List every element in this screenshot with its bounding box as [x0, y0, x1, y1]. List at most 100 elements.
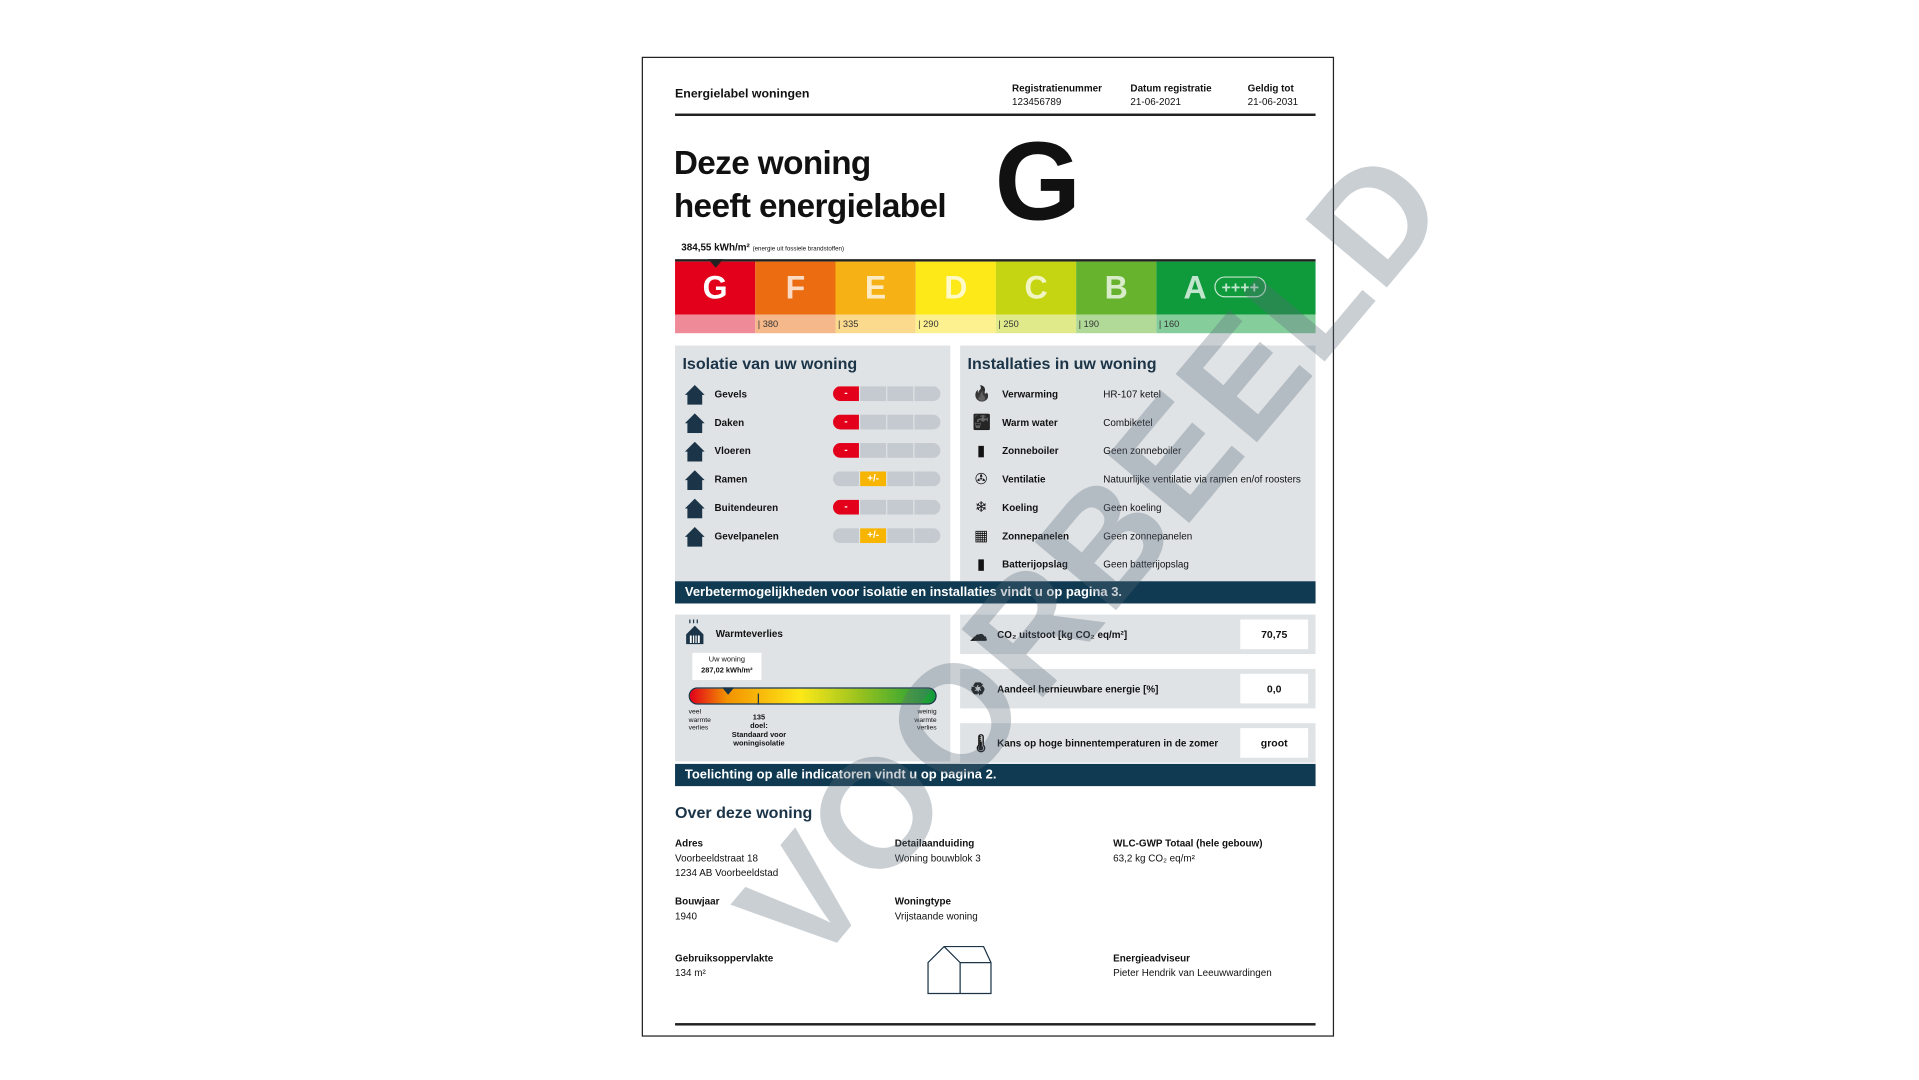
oppervlakte-value: 134 m² — [675, 967, 706, 979]
score-segment — [887, 386, 914, 402]
installatie-value: Geen koeling — [1103, 501, 1162, 513]
installaties-title: Installaties in uw woning — [967, 354, 1157, 373]
wlc-label: WLC-GWP Totaal (hele gebouw) — [1113, 837, 1263, 850]
energy-class-G: G — [675, 261, 756, 315]
warmteverlies-title: Warmteverlies — [715, 628, 783, 640]
score-segment — [860, 386, 887, 402]
header-rule — [675, 113, 1316, 117]
scale-left-label: veel warmte verlies — [688, 708, 711, 732]
isolatie-title: Isolatie van uw woning — [682, 354, 858, 373]
isolatie-label: Daken — [714, 416, 745, 428]
title-line-2: heeft energielabel — [673, 187, 947, 225]
indicator-value: 0,0 — [1240, 673, 1309, 704]
thermometer-warning-icon: 🌡 — [970, 732, 992, 753]
renewable-icon: ♻ — [970, 678, 986, 698]
current-class-marker — [708, 259, 724, 268]
indicator-label: Kans op hoge binnentemperaturen in de zo… — [997, 737, 1219, 749]
adviseur-label: Energieadviseur — [1113, 952, 1190, 964]
score-segment — [914, 443, 941, 458]
indicator-box: 🌡 Kans op hoge binnentemperaturen in de z… — [960, 723, 1316, 763]
isolatie-label: Gevels — [714, 388, 747, 400]
score-segment — [887, 499, 914, 515]
house-icon — [684, 470, 705, 490]
house-icon — [684, 498, 705, 519]
installatie-value: Geen zonnepanelen — [1103, 530, 1193, 542]
isolatie-row: Daken - — [684, 413, 950, 434]
tap-icon: 🚰 — [972, 413, 991, 431]
over-title: Over deze woning — [675, 803, 813, 822]
fan-icon: ✇ — [974, 470, 988, 488]
indicator-value: groot — [1240, 728, 1309, 758]
class-threshold: | 160 — [1156, 314, 1316, 334]
heat-loss-gradient-bar — [688, 687, 937, 705]
score-segment — [860, 443, 887, 458]
class-letter: D — [944, 269, 968, 307]
class-letter: F — [785, 269, 806, 307]
house-icon — [684, 413, 705, 434]
installatie-label: Ventilatie — [1002, 473, 1046, 485]
score-bar: +/- — [833, 471, 941, 487]
installatie-label: Warm water — [1002, 416, 1058, 428]
score-segment: - — [833, 386, 859, 402]
indicator-label: Aandeel hernieuwbare energie [%] — [997, 683, 1159, 695]
scale-top-line — [675, 259, 1316, 262]
indicator-value: 70,75 — [1240, 619, 1309, 650]
battery-icon: ▮ — [977, 555, 986, 573]
installaties-panel: Installaties in uw woning 🔥 Verwarming HR-… — [960, 345, 1318, 582]
installatie-value: Combiketel — [1103, 416, 1153, 428]
isolatie-row: Ramen +/- — [684, 470, 950, 490]
class-threshold — [675, 314, 756, 334]
target-value: 135 — [752, 714, 766, 722]
energy-note: (energie uit fossiele brandstoffen) — [752, 245, 845, 253]
woningtype-value: Vrijstaande woning — [894, 910, 978, 922]
score-segment: +/- — [860, 528, 887, 544]
score-segment: +/- — [860, 471, 887, 487]
info-oppervlakte: Gebruiksoppervlakte 134 m² — [675, 951, 773, 981]
isolatie-label: Vloeren — [714, 444, 751, 456]
installatie-value: HR-107 ketel — [1103, 388, 1161, 400]
score-segment: - — [833, 499, 859, 515]
installatie-label: Zonneboiler — [1002, 444, 1059, 456]
score-segment — [914, 414, 941, 430]
score-segment: - — [833, 443, 859, 458]
wlc-value: 63,2 kg CO₂ eq/m² — [1113, 852, 1195, 864]
class-letter: C — [1024, 269, 1048, 307]
isolatie-label: Buitendeuren — [714, 501, 779, 513]
energy-value: 384,55 kWh/m² (energie uit fossiele bran… — [681, 242, 844, 253]
improvements-banner: Verbetermogelijkheden voor isolatie en i… — [675, 581, 1316, 604]
indicator-label: CO₂ uitstoot [kg CO₂ eq/m²] — [997, 628, 1128, 640]
installatie-value: Natuurlijke ventilatie via ramen en/of r… — [1103, 473, 1301, 485]
score-segment — [887, 414, 914, 430]
info-wlc: WLC-GWP Totaal (hele gebouw) 63,2 kg CO₂ … — [1113, 837, 1262, 867]
tag-label: Uw woning — [708, 656, 745, 664]
scale-right-label: weinig warmte verlies — [914, 708, 937, 732]
energy-class-E: E — [835, 261, 916, 315]
registration-value: 21-06-2031 — [1247, 96, 1299, 108]
a-plus-badge: ++++ — [1214, 276, 1267, 298]
class-threshold: | 290 — [915, 314, 996, 334]
warmteverlies-panel: Warmteverlies Uw woning 287,02 kWh/m² ve… — [675, 614, 951, 762]
class-letter: G — [702, 269, 728, 307]
score-segment — [887, 528, 914, 544]
isolatie-label: Ramen — [714, 473, 748, 485]
installatie-row: 🔥 Verwarming HR-107 ketel — [972, 385, 1318, 402]
house-icon — [684, 385, 705, 405]
indicators-banner: Toelichting op alle indicatoren vindt u … — [675, 763, 1316, 787]
target-label: doel: — [750, 723, 768, 731]
solar-boiler-icon: ▮ — [977, 441, 986, 460]
score-bar: - — [833, 414, 941, 430]
detail-label: Detailaanduiding — [894, 837, 975, 850]
registration-label: Geldig tot — [1247, 82, 1294, 94]
installatie-row: ✇ Ventilatie Natuurlijke ventilatie via ra… — [972, 470, 1318, 487]
adres-line2: 1234 AB Voorbeeldstad — [675, 867, 779, 879]
installatie-row: ▦ Zonnepanelen Geen zonnepanelen — [972, 527, 1318, 544]
score-segment — [860, 499, 887, 515]
class-threshold: | 380 — [755, 314, 836, 334]
registration-value: 21-06-2021 — [1130, 96, 1181, 108]
installatie-value: Geen batterijopslag — [1103, 558, 1189, 570]
adviseur-value: Pieter Hendrik van Leeuwwardingen — [1113, 967, 1272, 979]
house-heat-icon — [686, 619, 704, 645]
installatie-label: Verwarming — [1002, 388, 1059, 400]
registration-label: Registratienummer — [1011, 82, 1102, 94]
